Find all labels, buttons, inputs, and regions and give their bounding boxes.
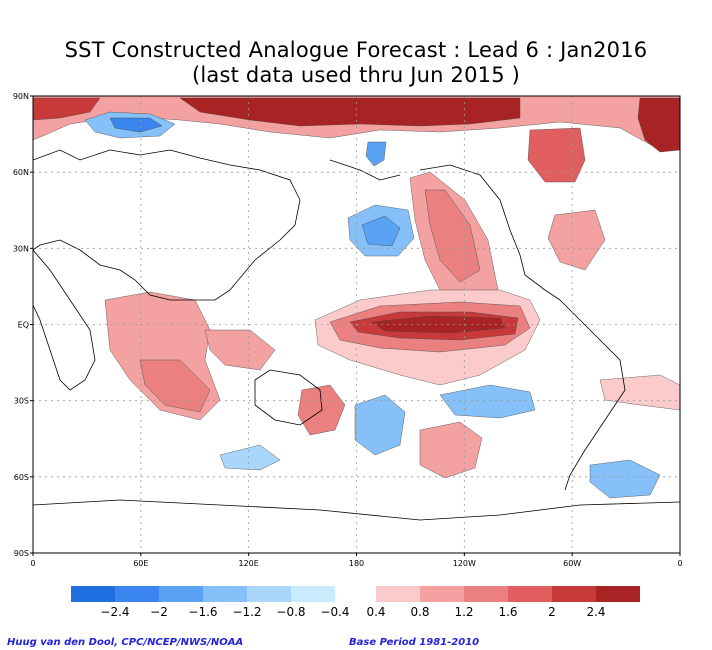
colorbar-label: −1.2 [232, 605, 261, 619]
lon-label: 0 [30, 559, 35, 568]
lat-label: 30S [14, 397, 29, 406]
arctic-cold-patch-2 [109, 117, 163, 133]
north-atlantic-warm [527, 127, 586, 183]
colorbar-swatch-negative [71, 586, 115, 602]
colorbar-label: −0.8 [276, 605, 305, 619]
el-nino-peak [371, 315, 506, 334]
lon-label: 60E [133, 559, 148, 568]
map-title: SST Constructed Analogue Forecast : Lead… [64, 38, 648, 62]
colorbar-swatch-negative [159, 586, 203, 602]
southern-cold-1 [219, 444, 281, 471]
colorbar-swatch-negative [203, 586, 247, 602]
lon-label: 60W [563, 559, 581, 568]
lon-axis: 0 60E 120E 180 120W 60W 0 [30, 553, 683, 568]
indian-ocean-warm-core [139, 359, 211, 413]
colorbar-label: 2 [548, 605, 556, 619]
colorbar-swatch-negative [291, 586, 335, 602]
atlantic-warm [547, 209, 606, 271]
arctic-strong-warm [179, 97, 521, 127]
colorbar-swatch-positive [464, 586, 508, 602]
base-period-text: Base Period 1981-2010 [349, 637, 480, 648]
colorbar-swatch-positive [596, 586, 640, 602]
colorbar-label: −0.4 [320, 605, 349, 619]
colorbar-swatch-positive [552, 586, 596, 602]
credit-text: Huug van den Dool, CPC/NCEP/NWS/NOAA [7, 637, 244, 648]
lat-label: 90N [13, 92, 29, 101]
arctic-warm-left [33, 97, 101, 121]
colorbar: −2.4 −2 −1.6 −1.2 −0.8 −0.4 0.4 0.8 1.2 1.6 2 2.4 [71, 586, 640, 619]
southern-cold-2 [589, 459, 661, 499]
colorbar-swatch-positive [420, 586, 464, 602]
bering-cold-patch [365, 141, 387, 167]
arctic-warm-right [637, 97, 680, 153]
colorbar-label: 0.4 [366, 605, 385, 619]
lon-label: 180 [349, 559, 364, 568]
south-pacific-warm [419, 421, 483, 479]
colorbar-swatch-negative [115, 586, 159, 602]
lon-label: 0 [677, 559, 682, 568]
lon-label: 120W [453, 559, 476, 568]
ne-pacific-warm-inner [424, 189, 481, 283]
colorbar-swatch-positive [508, 586, 552, 602]
south-atlantic-warm [599, 374, 680, 411]
north-pacific-cold-core [361, 215, 401, 247]
colorbar-swatch-positive [376, 586, 420, 602]
south-pacific-cold-2 [439, 384, 536, 419]
lon-label: 120E [239, 559, 259, 568]
colorbar-label: −2 [150, 605, 168, 619]
colorbar-swatch-negative [247, 586, 291, 602]
lat-label: 90S [14, 549, 29, 558]
colorbar-label: 1.6 [498, 605, 517, 619]
anomaly-field [33, 96, 680, 521]
colorbar-label: 2.4 [586, 605, 605, 619]
south-pacific-cold [354, 394, 406, 456]
colorbar-label: 0.8 [410, 605, 429, 619]
map-subtitle: (last data used thru Jun 2015 ) [191, 63, 521, 87]
lat-axis: 90N 60N 30N EQ 30S 60S 90S [13, 92, 33, 558]
lat-label: 60N [13, 168, 29, 177]
colorbar-label: −2.4 [100, 605, 129, 619]
lat-label: 60S [14, 473, 29, 482]
colorbar-label: −1.6 [188, 605, 217, 619]
lat-label: 30N [13, 244, 29, 253]
coastlines [33, 149, 680, 521]
grid-lines [33, 96, 680, 553]
maritime-warm [204, 329, 276, 371]
colorbar-label: 1.2 [454, 605, 473, 619]
lat-label: EQ [18, 321, 29, 330]
